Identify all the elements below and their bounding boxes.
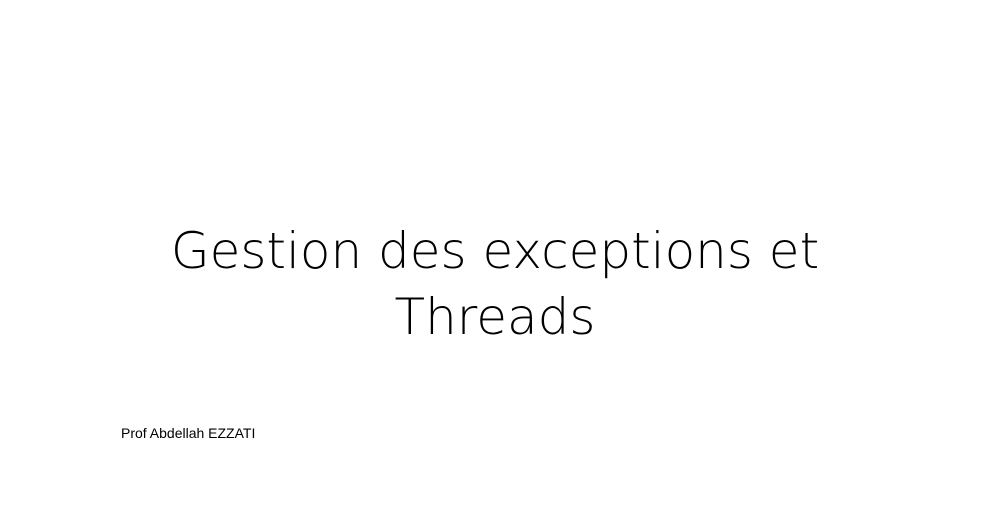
slide-title-line-2: Threads bbox=[394, 288, 596, 346]
author-name: Prof Abdellah EZZATI bbox=[121, 425, 256, 441]
slide-title-line-1: Gestion des exceptions et bbox=[170, 222, 820, 280]
slide-title: Gestion des exceptions et Threads bbox=[0, 218, 990, 350]
